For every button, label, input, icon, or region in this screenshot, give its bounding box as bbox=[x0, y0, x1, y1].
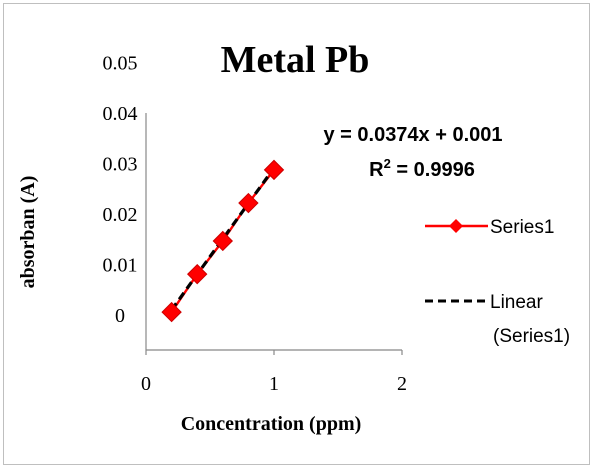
chart-frame bbox=[3, 3, 590, 465]
series1-point bbox=[212, 230, 234, 252]
series1-point bbox=[161, 301, 182, 323]
legend-series1-label: Series1 bbox=[490, 217, 554, 238]
legend-item-linear: Linear (Series1) bbox=[425, 292, 570, 347]
y-tick-label: 0.01 bbox=[103, 255, 138, 277]
series1-point bbox=[263, 159, 285, 181]
y-axis-ticks: 0 0.01 0.02 0.03 0.04 0.05 bbox=[103, 53, 138, 328]
r-squared-label: R2 = 0.9996 bbox=[369, 156, 475, 181]
chart-title: Metal Pb bbox=[221, 39, 370, 81]
legend-item-series1: Series1 bbox=[425, 217, 554, 238]
y-tick-label: 0.02 bbox=[103, 204, 138, 226]
x-tick-label: 2 bbox=[397, 373, 407, 395]
legend-linear-label-line2: (Series1) bbox=[493, 326, 570, 347]
r-squared-exponent: 2 bbox=[384, 156, 391, 171]
y-tick-label: 0.03 bbox=[103, 154, 138, 176]
y-tick-label: 0.04 bbox=[103, 103, 138, 125]
trendline-layer bbox=[161, 159, 285, 323]
legend-series1-marker bbox=[449, 219, 463, 233]
y-tick-label: 0.05 bbox=[103, 53, 138, 75]
x-axis-ticks: 0 1 2 bbox=[141, 350, 407, 395]
r-squared-prefix: R bbox=[369, 159, 384, 181]
trendline bbox=[170, 167, 276, 311]
x-tick-label: 0 bbox=[141, 373, 151, 395]
series1-point bbox=[238, 192, 259, 214]
series1-point bbox=[186, 263, 208, 285]
trendline-equation: y = 0.0374x + 0.001 bbox=[323, 124, 502, 146]
r-squared-value: = 0.9996 bbox=[391, 159, 475, 181]
y-axis-label: absorban (A) bbox=[17, 176, 39, 289]
legend: Series1 Linear (Series1) bbox=[425, 217, 570, 347]
x-tick-label: 1 bbox=[269, 373, 279, 395]
legend-linear-label-line1: Linear bbox=[490, 292, 543, 313]
x-axis-label: Concentration (ppm) bbox=[181, 413, 362, 435]
y-tick-label: 0 bbox=[115, 305, 125, 327]
